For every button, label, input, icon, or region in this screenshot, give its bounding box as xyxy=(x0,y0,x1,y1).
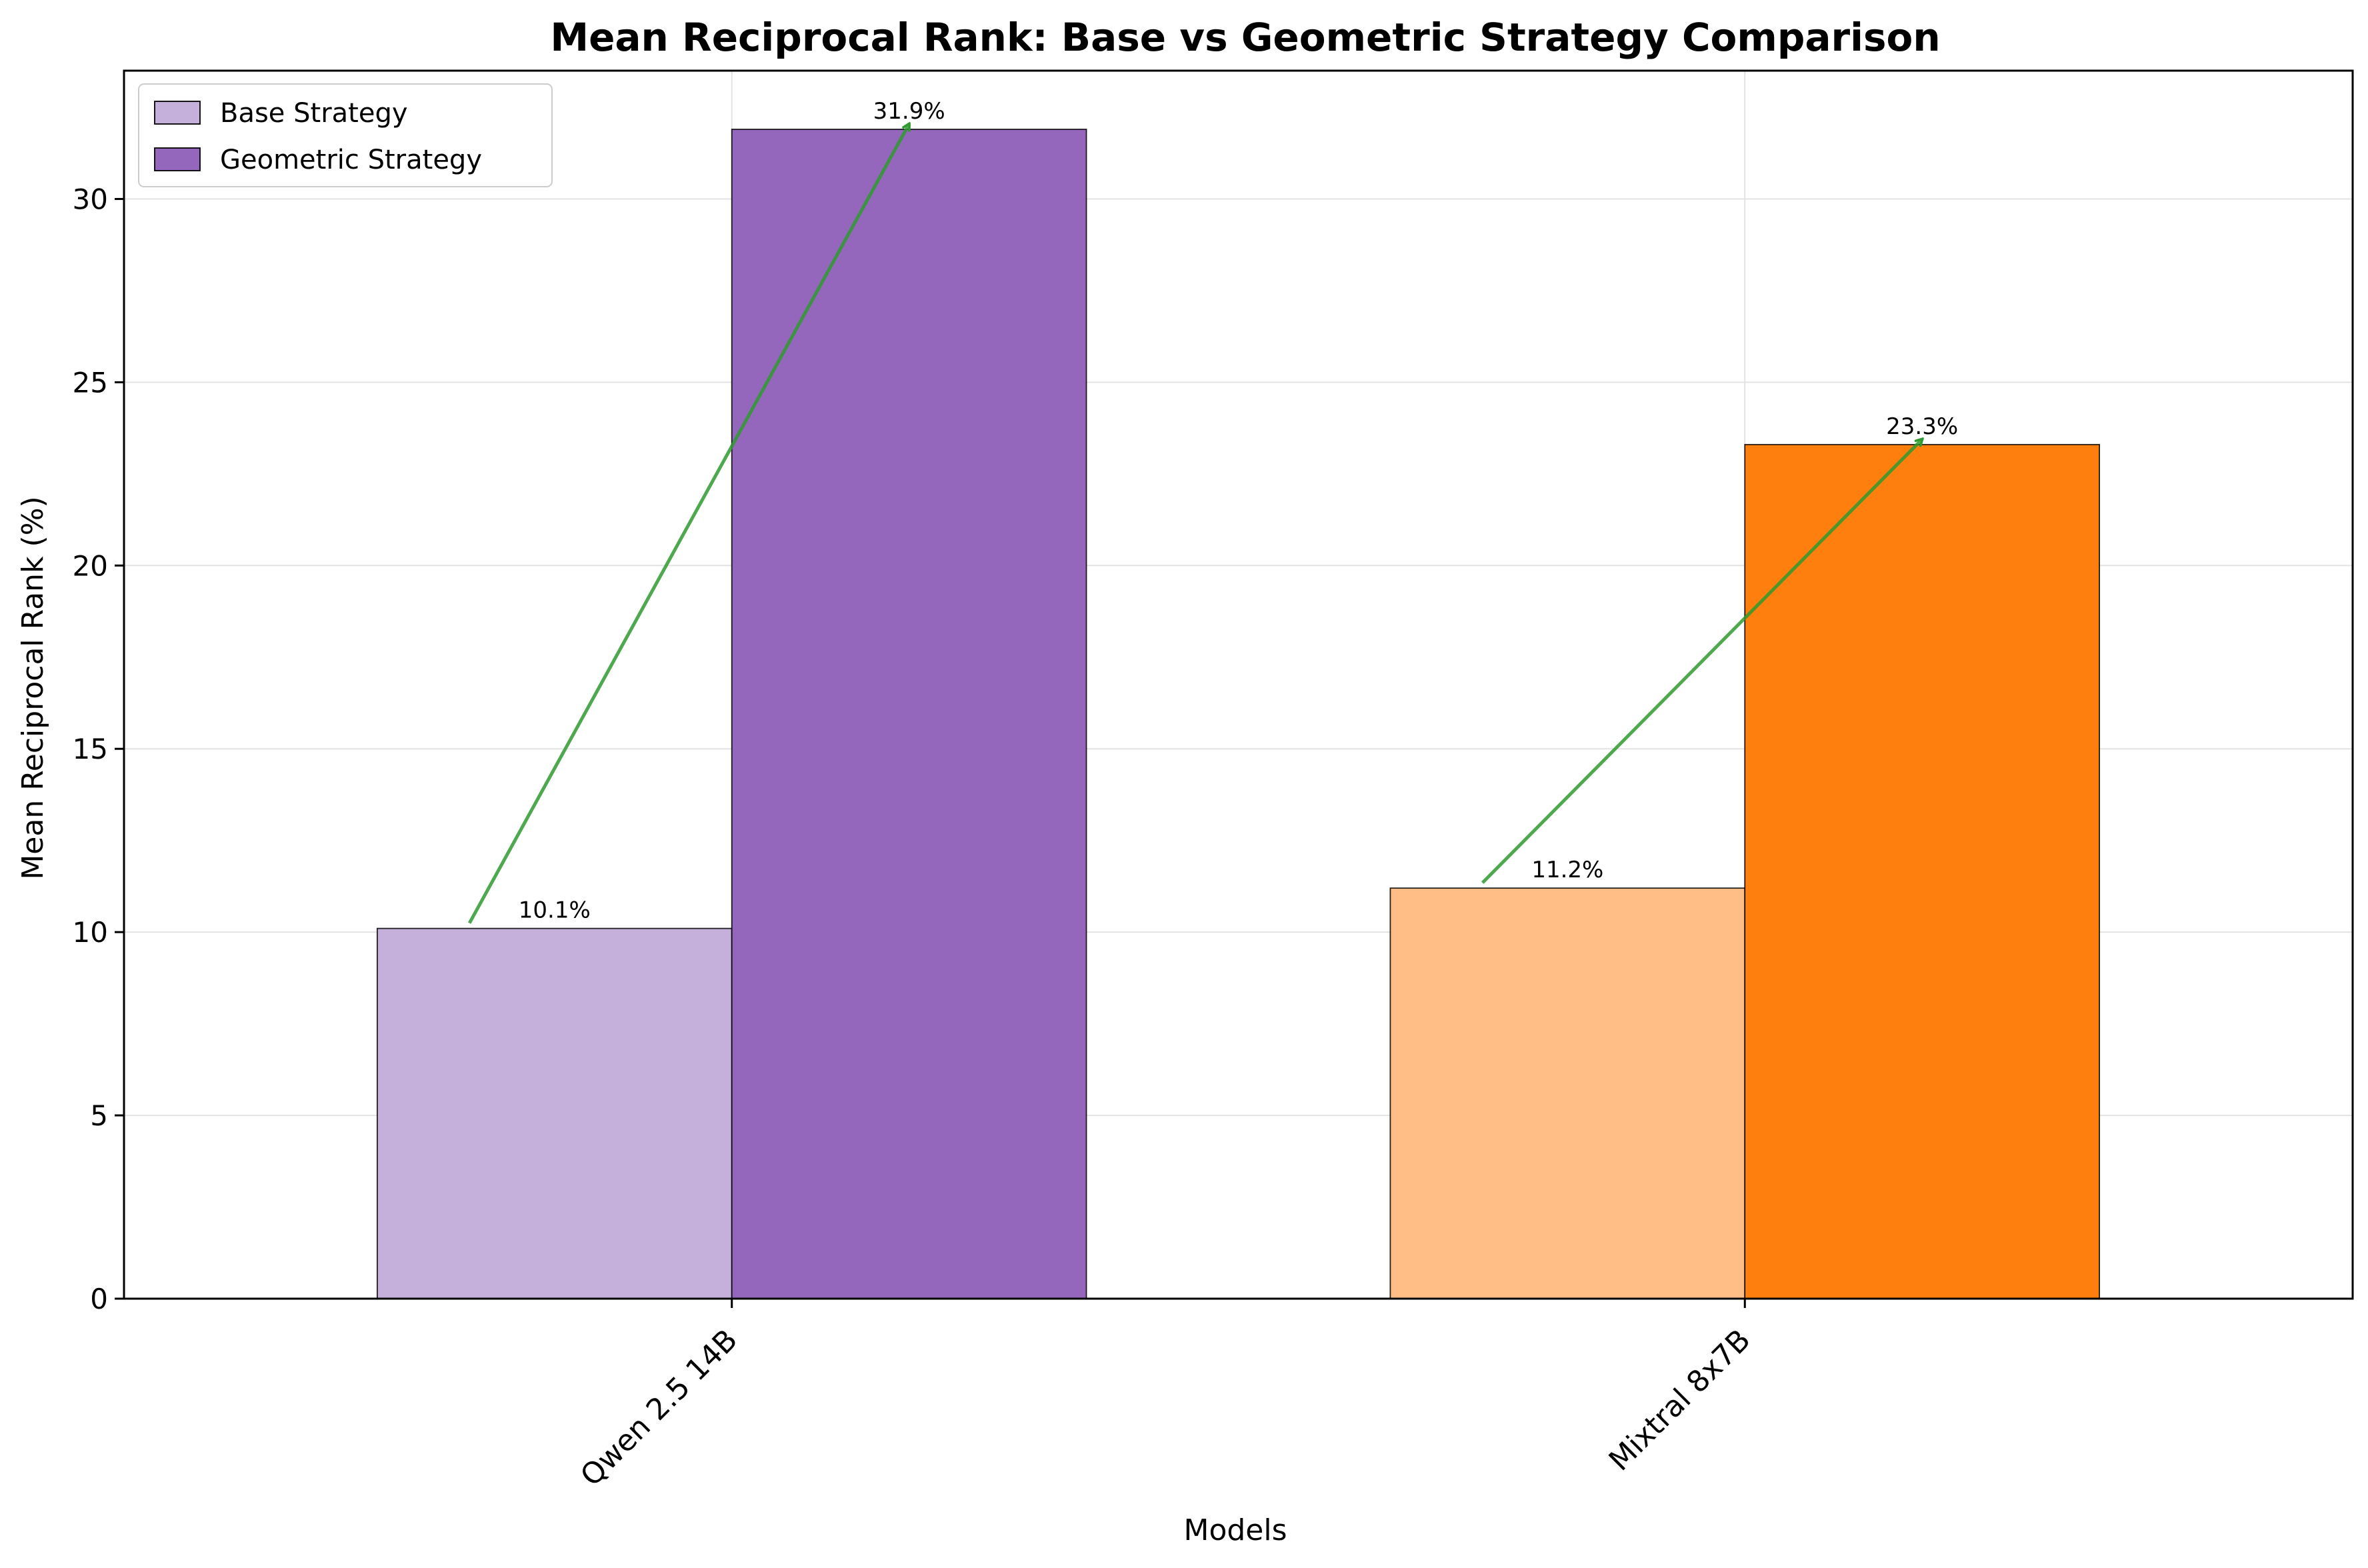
bar-value-label: 23.3% xyxy=(1886,413,1958,440)
y-tick-label: 15 xyxy=(73,733,108,765)
bars xyxy=(376,129,2101,1299)
legend-box xyxy=(138,83,553,187)
bar-value-label: 11.2% xyxy=(1531,857,1603,883)
bar-geometric xyxy=(1744,443,2101,1299)
chart-title: Mean Reciprocal Rank: Base vs Geometric … xyxy=(550,15,1940,60)
improvement-arrow xyxy=(467,124,909,924)
y-tick-label: 0 xyxy=(90,1283,108,1315)
bar-value-label: 31.9% xyxy=(873,98,945,125)
plot-frame xyxy=(123,69,2354,1300)
bar-value-labels: 10.1% 11.2% 31.9% 23.3% xyxy=(519,98,1958,924)
bar-base xyxy=(376,927,733,1299)
legend-swatch-base xyxy=(154,101,201,125)
y-axis: 0 5 10 15 20 25 30 xyxy=(73,183,124,1315)
legend-label-geometric: Geometric Strategy xyxy=(220,145,482,175)
legend: Base Strategy Geometric Strategy xyxy=(138,83,553,187)
y-tick-label: 5 xyxy=(90,1099,108,1132)
bar-value-label: 10.1% xyxy=(519,897,591,924)
bar-geometric xyxy=(731,129,1087,1299)
legend-swatch-geometric xyxy=(154,147,201,171)
improvement-arrows xyxy=(467,124,1922,924)
legend-label-base: Base Strategy xyxy=(220,98,408,129)
y-tick-label: 10 xyxy=(73,916,108,949)
x-axis-label: Models xyxy=(1183,1513,1287,1547)
y-axis-label: Mean Reciprocal Rank (%) xyxy=(16,496,50,879)
y-tick-label: 30 xyxy=(73,183,108,215)
y-tick-label: 25 xyxy=(73,366,108,399)
improvement-arrow xyxy=(1481,439,1922,884)
bar-base xyxy=(1389,887,1746,1299)
y-tick-label: 20 xyxy=(73,549,108,582)
